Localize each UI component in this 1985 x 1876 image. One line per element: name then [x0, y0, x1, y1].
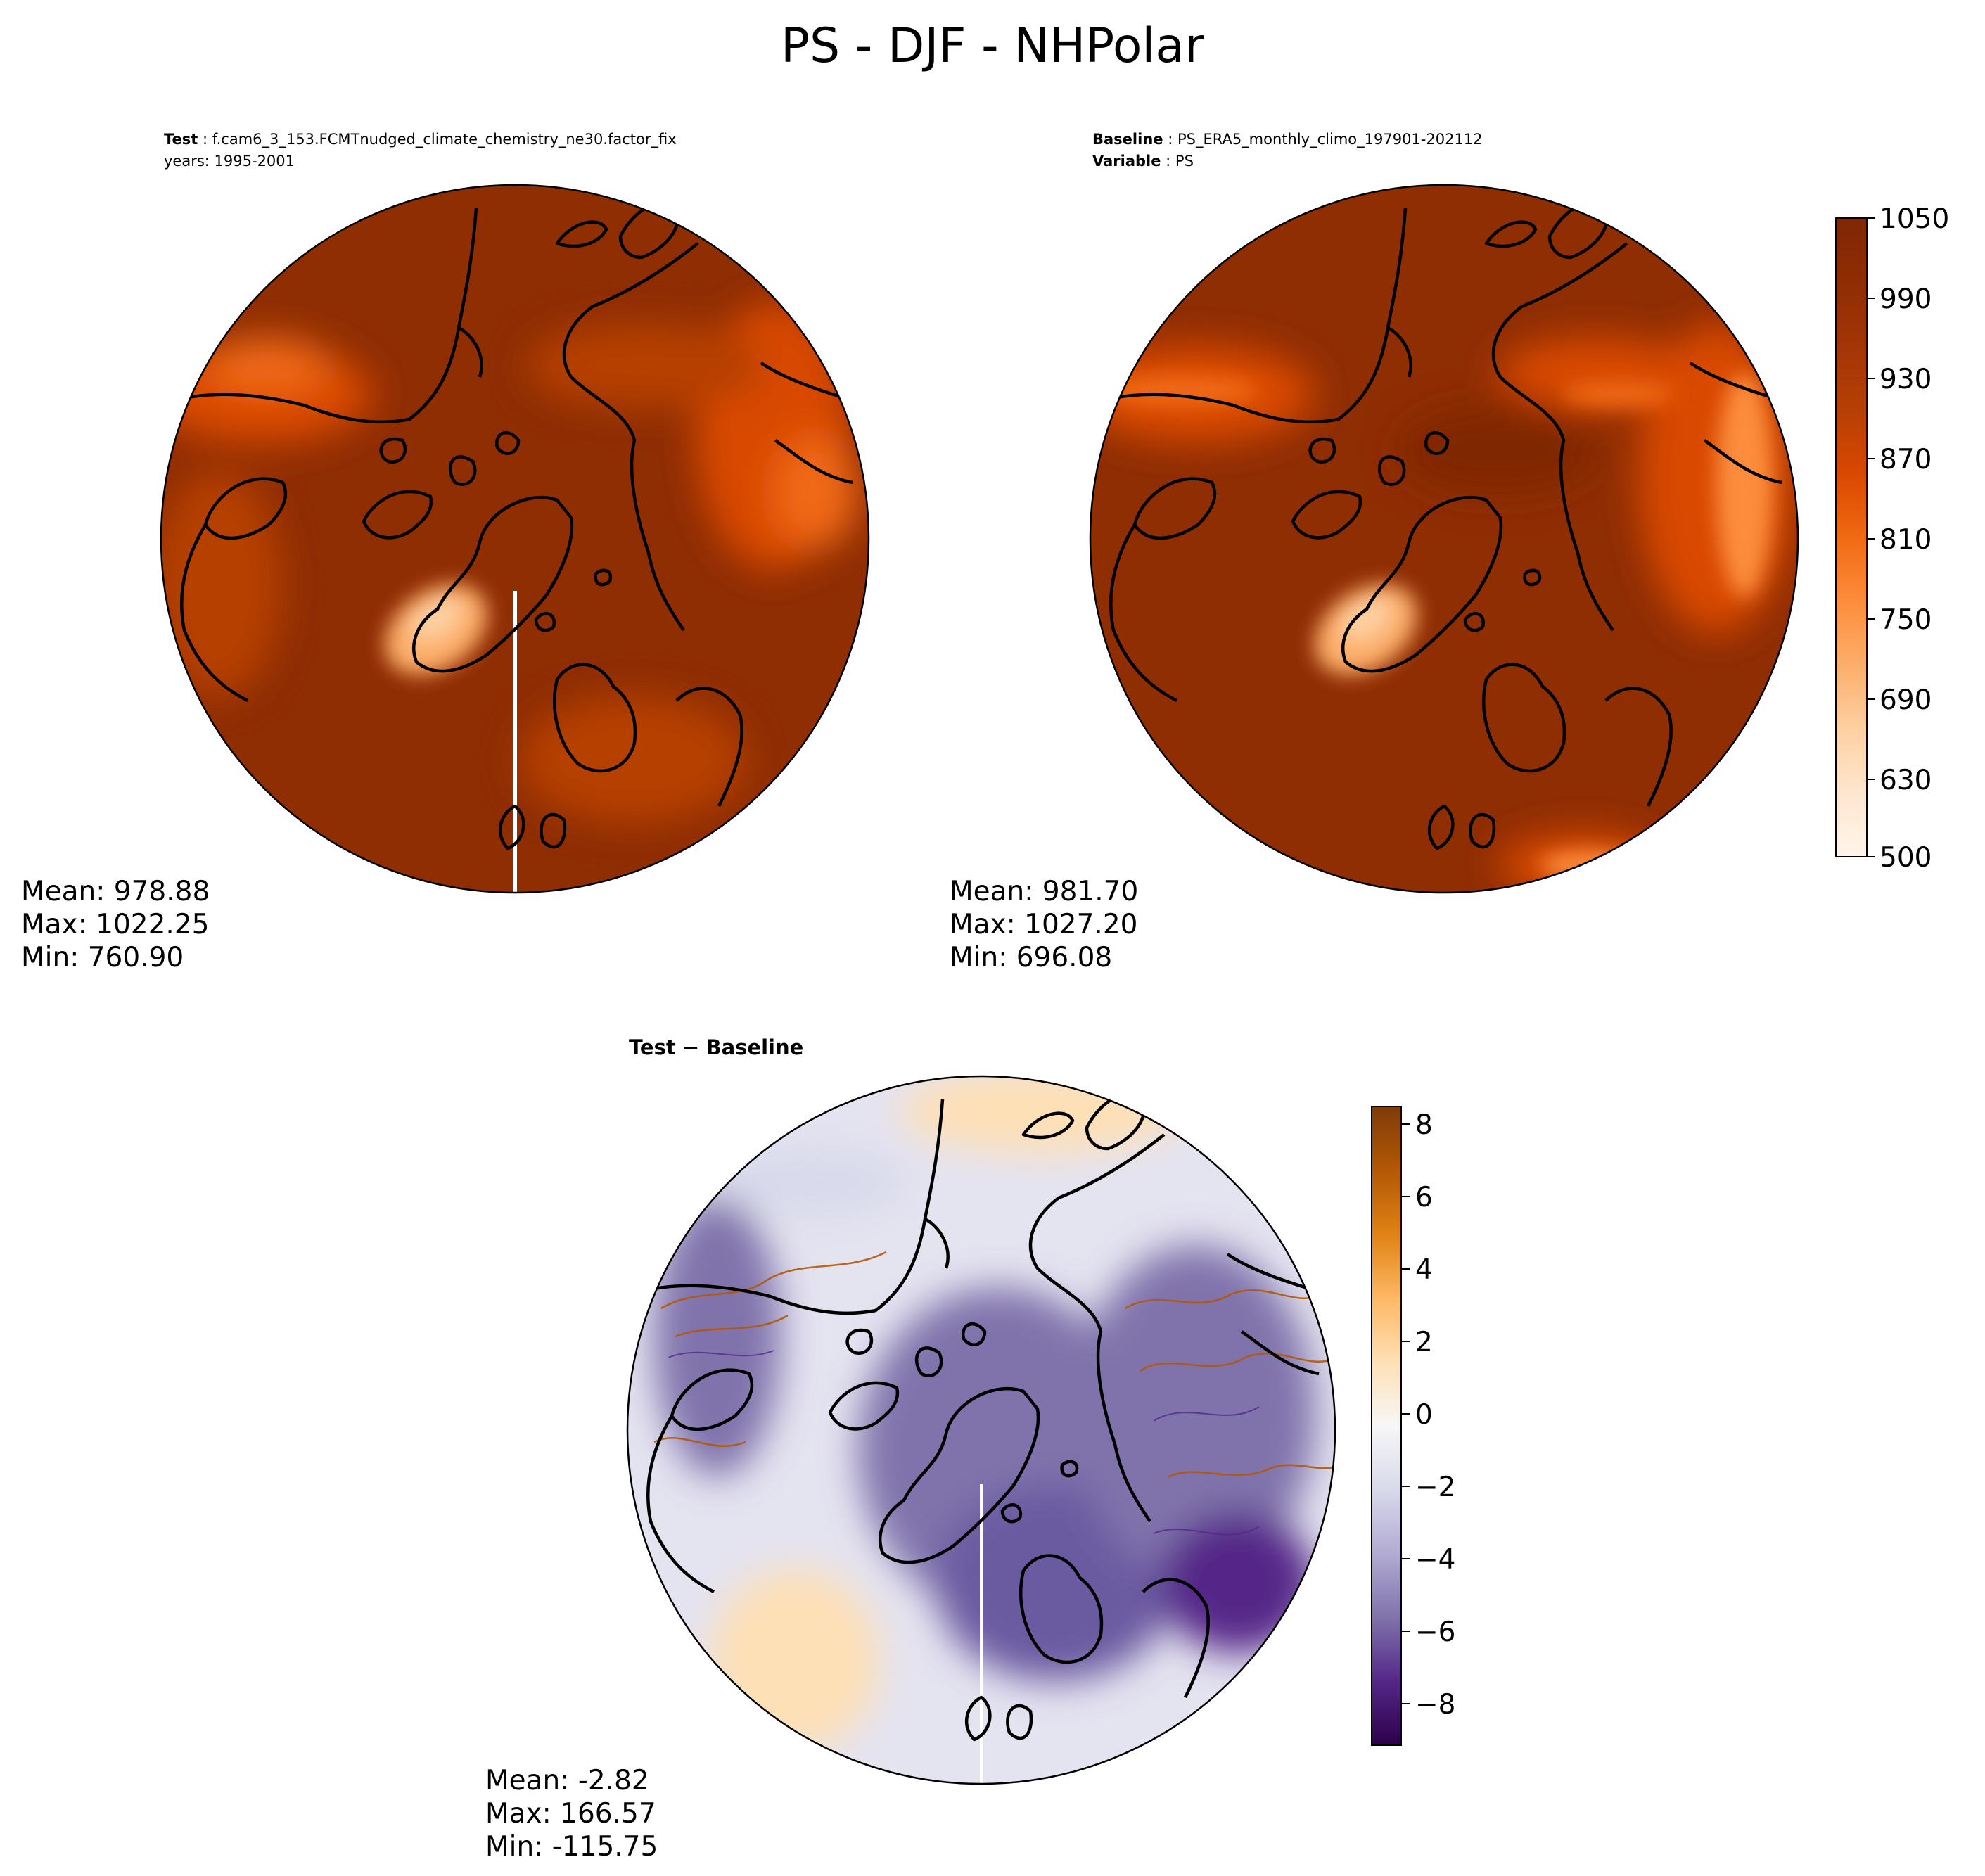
baseline-variable-value: PS	[1175, 153, 1194, 170]
ps-tick-label: 1050	[1879, 203, 1949, 235]
ps-tick-label: 990	[1879, 283, 1932, 315]
test-max: Max: 1022.25	[21, 909, 210, 940]
ps-tick-label: 690	[1879, 684, 1932, 716]
test-stats: Mean: 978.88 Max: 1022.25 Min: 760.90	[21, 875, 210, 974]
baseline-stats: Mean: 981.70 Max: 1027.20 Min: 696.08	[950, 875, 1138, 974]
ps-tick-label: 930	[1879, 364, 1932, 395]
difference-map-panel	[626, 1075, 1336, 1785]
difference-min: Min: -115.75	[485, 1831, 658, 1863]
diff-tick-label: −2	[1415, 1472, 1456, 1503]
baseline-label-value: PS_ERA5_monthly_climo_197901-202112	[1177, 131, 1483, 148]
ps-tick-label: 750	[1879, 604, 1932, 636]
diff-tick-label: 6	[1415, 1182, 1433, 1213]
difference-max: Max: 166.57	[485, 1798, 656, 1830]
baseline-label-bold: Baseline	[1092, 131, 1163, 148]
ps-tick-label: 810	[1879, 524, 1932, 556]
baseline-min: Min: 696.08	[950, 942, 1113, 974]
test-label-bold: Test	[164, 131, 198, 148]
difference-label: Test − Baseline	[629, 1038, 803, 1058]
test-mean: Mean: 978.88	[21, 876, 210, 907]
diff-tick-label: 4	[1415, 1254, 1433, 1286]
diff-tick-label: −8	[1415, 1689, 1456, 1721]
diff-tick-label: 2	[1415, 1327, 1433, 1358]
figure-title: PS - DJF - NHPolar	[781, 18, 1204, 74]
test-label: Test : f.cam6_3_153.FCMTnudged_climate_c…	[164, 131, 677, 148]
test-min: Min: 760.90	[21, 942, 184, 974]
baseline-variable: Variable : PS	[1092, 153, 1194, 170]
baseline-max: Max: 1027.20	[950, 909, 1138, 940]
test-years: years: 1995-2001	[164, 153, 295, 170]
ps-tick-label: 630	[1879, 765, 1932, 796]
difference-label-op: −	[682, 1035, 700, 1059]
test-label-value: f.cam6_3_153.FCMTnudged_climate_chemistr…	[212, 131, 677, 148]
baseline-label: Baseline : PS_ERA5_monthly_climo_197901-…	[1092, 131, 1483, 148]
test-map-panel	[160, 184, 870, 894]
ps-colorbar: 1050 990 930 870 810 750 690 630 500	[1835, 203, 1949, 874]
baseline-mean: Mean: 981.70	[950, 876, 1139, 907]
baseline-variable-bold: Variable	[1092, 153, 1161, 170]
diff-colorbar: 8 6 4 2 0 −2 −4 −6 −8	[1371, 1106, 1456, 1746]
diff-tick-label: −4	[1415, 1544, 1456, 1576]
baseline-map-panel	[1089, 184, 1799, 894]
diff-tick-label: −6	[1415, 1616, 1456, 1648]
diff-tick-label: 0	[1415, 1399, 1433, 1431]
difference-label-b: Baseline	[706, 1035, 804, 1059]
ps-tick-label: 870	[1879, 444, 1932, 476]
difference-stats: Mean: -2.82 Max: 166.57 Min: -115.75	[485, 1764, 658, 1863]
ps-tick-label: 500	[1879, 842, 1932, 874]
difference-mean: Mean: -2.82	[485, 1765, 649, 1797]
diff-tick-label: 8	[1415, 1109, 1433, 1141]
difference-label-a: Test	[629, 1035, 676, 1059]
